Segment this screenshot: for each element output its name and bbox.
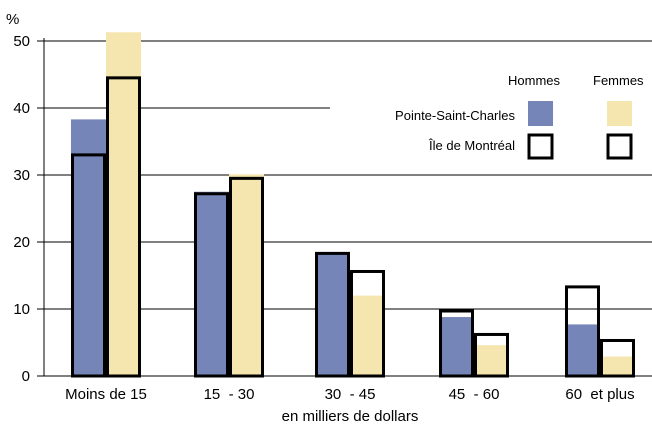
bars: [71, 32, 635, 378]
y-tick-label-20: 20: [13, 234, 30, 251]
bar-femmes-pointe-saint-charles-30-45: [350, 295, 385, 376]
legend-swatch-hommes-ile-de-montreal: [527, 133, 554, 160]
legend-swatch-hommes-pointe-saint-charles: [528, 101, 553, 126]
x-tick-label-45-60: 45 - 60: [449, 386, 500, 403]
y-tick-label-10: 10: [13, 301, 30, 318]
legend-row-ile-de-montreal: Île de Montréal: [428, 138, 515, 153]
y-tick-label-40: 40: [13, 100, 30, 117]
x-tick-label-30-45: 30 - 45: [325, 386, 376, 403]
bar-femmes-pointe-saint-charles-moins-de-15: [106, 32, 141, 376]
y-tick-label-0: 0: [22, 368, 30, 385]
bar-hommes-pointe-saint-charles-30-45: [315, 254, 350, 376]
legend-col-hommes: Hommes: [508, 73, 561, 88]
legend: Hommes Femmes Pointe-Saint-Charles Île d…: [395, 73, 644, 160]
legend-col-femmes: Femmes: [593, 73, 644, 88]
bar-hommes-pointe-saint-charles-60-et-plus: [565, 324, 600, 376]
legend-row-pointe-saint-charles: Pointe-Saint-Charles: [395, 108, 515, 123]
y-axis-label: %: [6, 11, 19, 28]
legend-swatch-femmes-ile-de-montreal: [606, 133, 633, 160]
x-tick-label-60-et-plus: 60 et plus: [565, 386, 634, 403]
bar-femmes-pointe-saint-charles-60-et-plus: [600, 356, 635, 376]
x-tick-label-moins-de-15: Moins de 15: [65, 386, 147, 403]
bar-femmes-pointe-saint-charles-15-30: [229, 174, 264, 376]
y-tick-label-30: 30: [13, 167, 30, 184]
bar-hommes-pointe-saint-charles-moins-de-15: [71, 119, 106, 376]
bar-hommes-pointe-saint-charles-15-30: [194, 191, 229, 376]
bar-femmes-pointe-saint-charles-45-60: [474, 345, 509, 376]
x-tick-label-15-30: 15 - 30: [204, 386, 255, 403]
y-tick-label-50: 50: [13, 33, 30, 50]
legend-swatch-femmes-pointe-saint-charles: [607, 101, 632, 126]
bar-hommes-pointe-saint-charles-45-60: [439, 317, 474, 376]
x-axis-label: en milliers de dollars: [282, 408, 419, 425]
axes: 0 10 20 30 40 50 Moins de 15 15 - 30 30 - 45 45 -…: [13, 33, 652, 403]
